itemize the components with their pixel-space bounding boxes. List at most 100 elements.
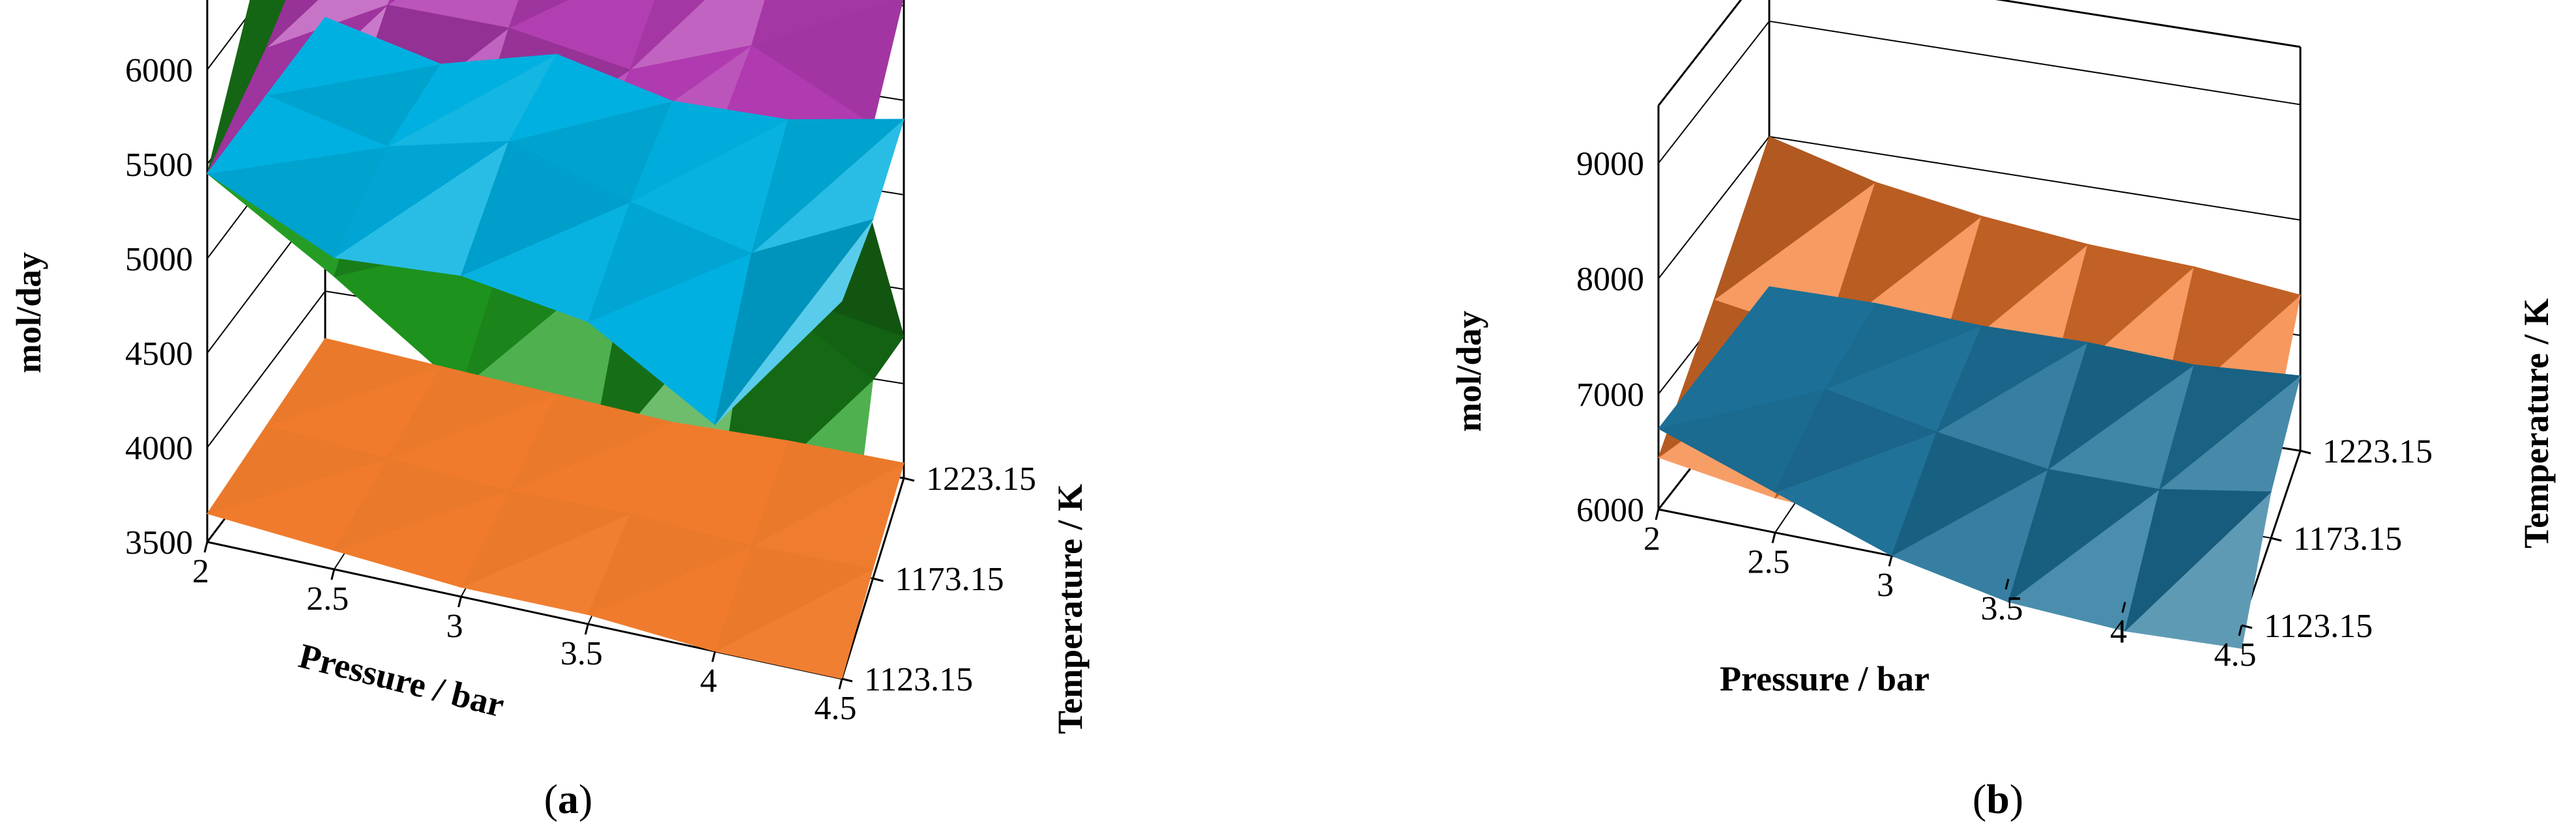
surface-facet-teal xyxy=(1774,388,1938,493)
x-tick-mark xyxy=(457,596,463,608)
surface-facet-orange xyxy=(508,393,674,492)
z-tick-label: 5500 xyxy=(125,147,193,184)
surface-facet-cyan xyxy=(587,201,753,322)
z-gridline-left-wall xyxy=(207,291,326,448)
z-gridline-left-wall xyxy=(207,0,261,70)
y-tick-label: 1173.15 xyxy=(895,561,1004,598)
x-tick-mark xyxy=(2238,625,2243,636)
x-tick-label: 3.5 xyxy=(1981,590,2023,627)
z-tick-label: 5000 xyxy=(125,241,193,278)
surface-facet-magenta xyxy=(751,0,894,46)
surface-cyan xyxy=(206,16,905,425)
x-tick-mark xyxy=(584,623,589,635)
z-gridline-back-wall xyxy=(1769,135,2301,221)
surface-facet-orange xyxy=(386,365,558,459)
surface-facet-orange xyxy=(1825,181,1983,338)
y-tick-mark xyxy=(2270,537,2282,542)
z-tick-label: 4500 xyxy=(125,335,193,373)
surface-facet-cyan xyxy=(333,141,510,259)
surface-facet-cyan xyxy=(387,53,557,147)
caption-b: (b) xyxy=(1973,776,2023,822)
x-tick-mark xyxy=(203,541,209,553)
surface-facet-magenta xyxy=(386,0,396,7)
z-tick-label: 3500 xyxy=(125,524,193,562)
surface-facet-orange xyxy=(751,440,905,547)
surface-facet-orange xyxy=(587,513,753,616)
z-tick-label: 6000 xyxy=(1576,492,1644,529)
z-tick-label: 4000 xyxy=(125,430,193,467)
surface-facet-orange xyxy=(206,425,389,515)
surface-facet-teal xyxy=(1657,357,1827,429)
x-tick-mark xyxy=(838,678,843,690)
x-tick-mark xyxy=(711,651,716,662)
surface-facet-orange xyxy=(333,458,510,551)
y-tick-mark xyxy=(2241,624,2253,629)
surface-facet-cyan xyxy=(460,141,631,276)
axis-frame-top-left xyxy=(1657,0,1743,106)
surface-facet-teal xyxy=(1713,286,1876,359)
y-axis-label: Temperature / K xyxy=(1050,484,1090,734)
y-tick-mark xyxy=(873,577,884,582)
surface-facet-cyan xyxy=(751,119,905,255)
x-tick-label: 2 xyxy=(192,553,209,590)
x-tick-label: 4 xyxy=(700,662,717,700)
chart-panel-a: 350040004500500055006000650022.533.544.5… xyxy=(9,0,1090,734)
z-gridline-left-wall xyxy=(1658,136,1770,279)
z-gridline-back-wall xyxy=(1769,20,2301,106)
surface-facet-cyan xyxy=(630,100,789,203)
surface-orange xyxy=(206,337,905,679)
surface-facet-teal xyxy=(1824,303,1983,390)
x-tick-label: 3 xyxy=(1877,567,1894,604)
surface-facet-orange xyxy=(460,490,631,588)
surface-facet-magenta xyxy=(508,0,568,29)
y-tick-label: 1123.15 xyxy=(864,661,973,698)
surface-facet-cyan xyxy=(265,16,442,96)
surface-facet-orange xyxy=(265,337,442,427)
x-tick-label: 4.5 xyxy=(815,690,857,727)
surface-facet-teal xyxy=(2008,468,2161,603)
y-tick-mark xyxy=(2300,449,2311,455)
z-tick-label: 8000 xyxy=(1576,261,1644,298)
z-axis-label: mol/day xyxy=(9,252,48,373)
surface-facet-teal xyxy=(2124,489,2272,633)
surface-facet-teal xyxy=(2159,364,2302,491)
z-tick-label: 6000 xyxy=(125,52,193,89)
y-tick-label: 1223.15 xyxy=(2323,433,2433,470)
x-tick-label: 2.5 xyxy=(1748,544,1790,581)
x-tick-mark xyxy=(2121,602,2126,613)
axis-frame-top-back xyxy=(1995,0,2301,48)
z-tick-label: 9000 xyxy=(1576,146,1644,183)
x-tick-mark xyxy=(1771,532,1776,543)
x-axis-label: Pressure / bar xyxy=(1720,659,1930,698)
surface-facet-teal xyxy=(2048,342,2195,470)
z-gridline-left-wall xyxy=(1658,20,1770,164)
surface-facet-orange xyxy=(1713,136,1877,301)
surface-facet-orange xyxy=(630,421,790,515)
surface-facet-cyan xyxy=(206,94,389,175)
x-tick-mark xyxy=(1888,555,1893,567)
surface-teal xyxy=(1657,286,2302,649)
surface-facet-magenta xyxy=(630,0,705,70)
x-tick-label: 3.5 xyxy=(560,635,603,672)
z-tick-label: 7000 xyxy=(1576,377,1644,414)
surface-facet-orange xyxy=(714,545,875,653)
x-tick-mark xyxy=(330,569,336,580)
y-tick-label: 1223.15 xyxy=(926,461,1036,498)
y-tick-label: 1123.15 xyxy=(2264,608,2373,645)
y-tick-label: 1173.15 xyxy=(2293,520,2402,558)
x-tick-label: 2 xyxy=(1643,520,1660,558)
x-tick-mark xyxy=(2004,578,2010,590)
x-tick-label: 4.5 xyxy=(2214,636,2257,674)
surface-facet-teal xyxy=(1891,431,2049,557)
surface-facet-cyan xyxy=(508,53,674,142)
x-tick-label: 3 xyxy=(446,608,463,645)
x-tick-label: 4 xyxy=(2110,613,2127,650)
y-tick-mark xyxy=(841,677,853,683)
y-axis-label: Temperature / K xyxy=(2517,298,2556,548)
x-tick-mark xyxy=(1655,509,1660,520)
caption-a: (a) xyxy=(544,776,593,822)
x-axis-label: Pressure / bar xyxy=(295,636,508,724)
y-tick-mark xyxy=(903,477,915,482)
